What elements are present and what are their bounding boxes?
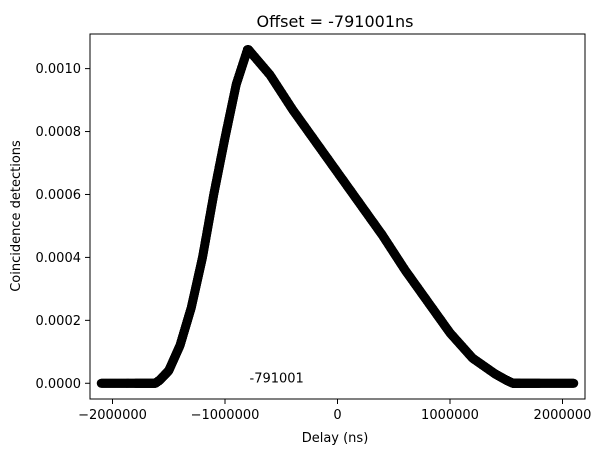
y-tick-label: 0.0002 [36,314,82,329]
x-tick-label: 1000000 [421,408,479,423]
x-tick-label: 0 [333,408,341,423]
data-marks [96,45,579,388]
data-point [569,378,579,388]
y-axis-label: Coincidence detections [9,140,24,292]
y-tick-label: 0.0010 [36,62,82,77]
chart-title: Offset = -791001ns [257,12,414,31]
offset-annotation: -791001 [250,371,304,386]
x-axis-label: Delay (ns) [302,431,369,446]
x-tick-label: −1000000 [191,408,260,423]
y-tick-label: 0.0004 [36,251,82,266]
x-tick-label: −2000000 [78,408,147,423]
y-axis: 0.0000 0.0002 0.0004 0.0006 0.0008 0.0010 [36,62,90,392]
x-axis: −2000000 −1000000 0 1000000 2000000 [78,399,591,423]
x-tick-label: 2000000 [534,408,592,423]
y-tick-label: 0.0008 [36,125,82,140]
y-tick-label: 0.0006 [36,188,82,203]
plot-area [89,33,586,400]
y-tick-label: 0.0000 [36,377,82,392]
